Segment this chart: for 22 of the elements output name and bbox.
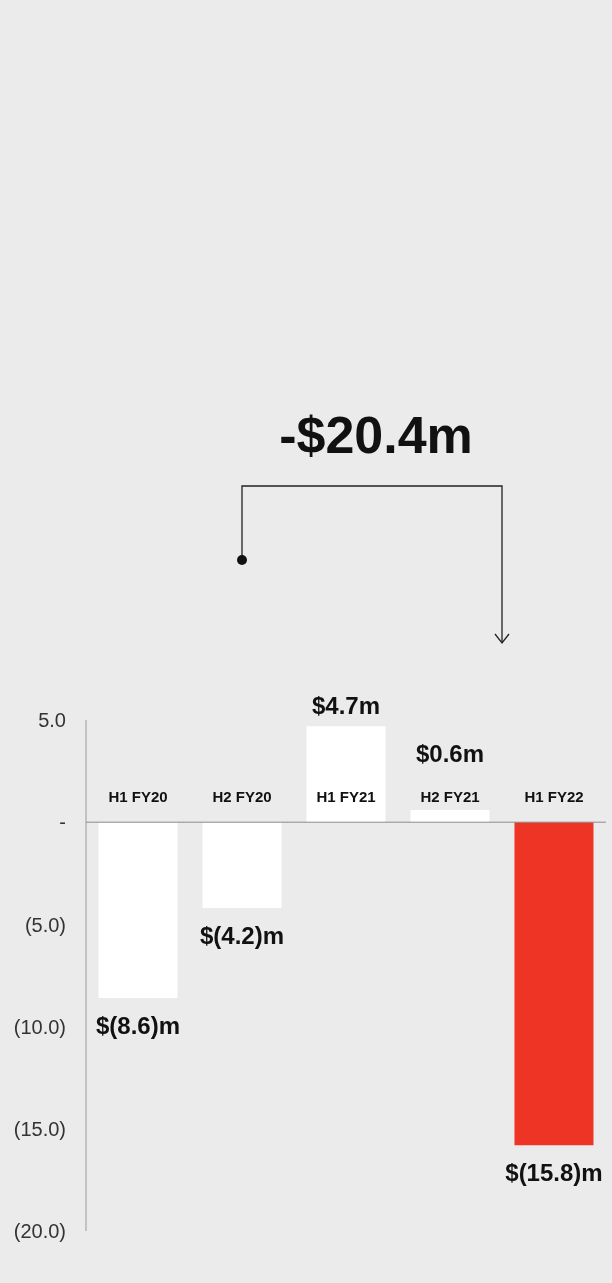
y-tick-label: (15.0) (13, 1117, 66, 1140)
bar (202, 822, 282, 909)
data-label: $(4.2)m (199, 922, 284, 950)
data-label: $0.6m (415, 740, 485, 768)
x-tick-label: H2 FY21 (420, 788, 480, 806)
y-tick-label: - (59, 811, 66, 834)
bar (514, 822, 594, 1146)
x-tick-label: H1 FY20 (108, 788, 168, 806)
x-tick-label: H1 FY22 (524, 788, 584, 806)
x-tick-label: H1 FY21 (316, 788, 376, 806)
y-tick-label: (5.0) (24, 913, 66, 936)
data-label: $(15.8)m (505, 1159, 603, 1187)
bar (98, 822, 178, 998)
x-tick-label: H2 FY20 (212, 788, 272, 806)
bar (306, 726, 386, 823)
y-tick-label: 5.0 (38, 709, 66, 732)
y-tick-label: (20.0) (13, 1220, 66, 1243)
bar (410, 809, 490, 823)
data-label: $4.7m (311, 692, 381, 720)
data-label: $(8.6)m (95, 1011, 180, 1039)
text: -$20.4m (278, 405, 474, 465)
y-tick-label: (10.0) (13, 1015, 66, 1038)
